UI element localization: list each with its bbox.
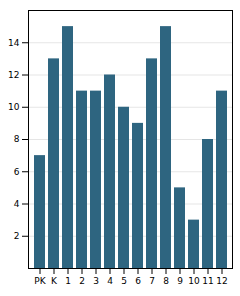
svg-text:3: 3 xyxy=(93,276,99,286)
svg-text:12: 12 xyxy=(8,70,19,80)
svg-text:11: 11 xyxy=(202,276,213,286)
svg-text:4: 4 xyxy=(107,276,113,286)
svg-text:6: 6 xyxy=(135,276,141,286)
svg-text:PK: PK xyxy=(34,276,46,286)
svg-text:K: K xyxy=(51,276,58,286)
svg-text:2: 2 xyxy=(79,276,85,286)
svg-text:4: 4 xyxy=(14,199,20,209)
svg-text:7: 7 xyxy=(149,276,155,286)
svg-text:10: 10 xyxy=(188,276,200,286)
svg-text:14: 14 xyxy=(8,38,20,48)
svg-text:8: 8 xyxy=(163,276,169,286)
svg-text:12: 12 xyxy=(216,276,227,286)
svg-text:6: 6 xyxy=(14,167,20,177)
svg-text:5: 5 xyxy=(121,276,127,286)
svg-text:2: 2 xyxy=(14,231,20,241)
svg-text:8: 8 xyxy=(14,134,20,144)
svg-text:9: 9 xyxy=(177,276,183,286)
svg-text:10: 10 xyxy=(8,102,20,112)
svg-text:1: 1 xyxy=(65,276,71,286)
